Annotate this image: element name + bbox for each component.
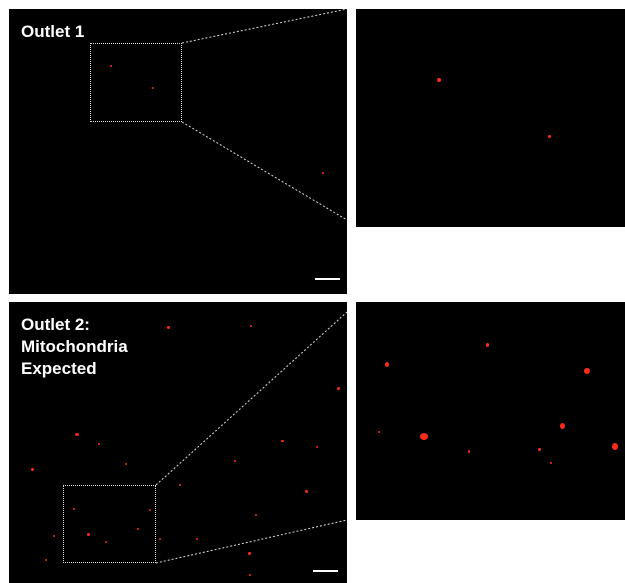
particle	[31, 468, 34, 471]
particle	[612, 443, 618, 450]
particle	[137, 528, 139, 530]
particle	[73, 508, 75, 510]
outlet2-label: Outlet 2: Mitochondria Expected	[21, 314, 128, 380]
outlet2-label-line-2: Mitochondria	[21, 337, 128, 356]
particle	[584, 368, 590, 374]
particle	[486, 343, 489, 347]
particle	[105, 541, 107, 543]
particle	[248, 552, 251, 555]
outlet2-scale-bar	[313, 570, 338, 572]
particle	[437, 78, 441, 82]
particle	[538, 448, 541, 451]
particle	[53, 535, 55, 537]
particle	[149, 509, 151, 511]
outlet1-roi-box	[90, 43, 182, 122]
particle	[378, 431, 380, 433]
particle	[468, 450, 470, 453]
particle	[316, 446, 318, 448]
particle	[249, 574, 251, 576]
particle	[281, 440, 284, 442]
outlet2-label-line-3: Expected	[21, 359, 97, 378]
particle	[196, 538, 198, 540]
outlet1-zoom-image	[356, 9, 625, 227]
outlet2-label-line-1: Outlet 2:	[21, 315, 90, 334]
particle	[234, 460, 236, 462]
particle	[337, 387, 340, 390]
particle	[550, 462, 552, 464]
particle	[45, 559, 47, 561]
particle	[305, 490, 308, 493]
particle	[110, 65, 112, 67]
outlet1-scale-bar	[315, 278, 340, 280]
particle	[322, 172, 324, 174]
particle	[255, 514, 257, 516]
outlet2-roi-box	[63, 485, 156, 563]
particle	[167, 326, 170, 329]
particle	[250, 325, 252, 327]
particle	[159, 538, 161, 540]
outlet2-zoom-image	[356, 302, 625, 520]
particle	[75, 433, 79, 436]
outlet1-overview-image: Outlet 1	[9, 9, 347, 294]
particle	[98, 443, 100, 445]
outlet2-overview-image: Outlet 2: Mitochondria Expected	[9, 302, 347, 583]
particle	[420, 433, 428, 440]
particle	[385, 362, 389, 367]
outlet1-label: Outlet 1	[21, 22, 85, 41]
particle	[125, 463, 127, 465]
particle	[87, 533, 90, 536]
particle	[560, 423, 565, 429]
particle	[179, 484, 181, 486]
particle	[152, 87, 154, 89]
particle	[548, 135, 551, 138]
